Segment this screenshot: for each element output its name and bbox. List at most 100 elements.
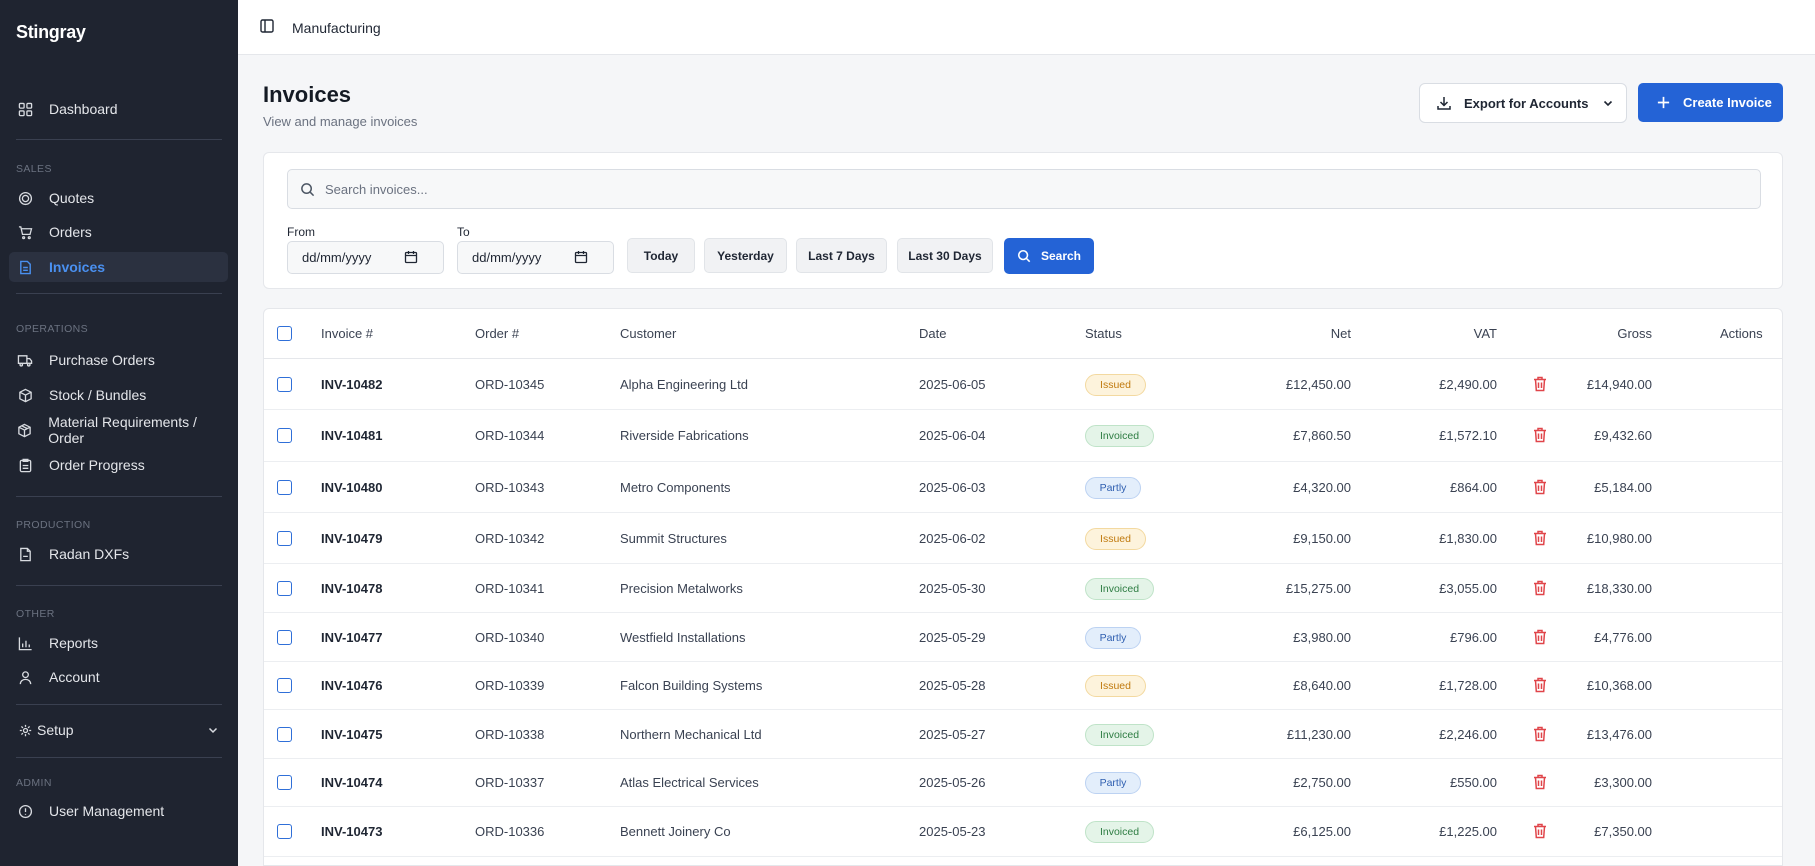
trash-icon[interactable] [1533,427,1547,448]
row-checkbox[interactable] [277,678,292,693]
trash-icon[interactable] [1533,580,1547,601]
sidebar-item-quotes[interactable]: Quotes [9,183,228,213]
column-header-net[interactable]: Net [1330,326,1351,341]
sidebar-item-stock-bundles[interactable]: Stock / Bundles [9,380,228,410]
select-all-checkbox[interactable] [277,326,292,341]
column-header-customer[interactable]: Customer [620,326,677,341]
sidebar-item-purchase-orders[interactable]: Purchase Orders [9,345,228,375]
trash-icon[interactable] [1533,479,1547,500]
gross-amount: £13,476.00 [1586,727,1652,742]
divider [16,496,222,497]
last-7-days-button[interactable]: Last 7 Days [796,238,887,273]
gross-amount: £10,980.00 [1586,531,1652,546]
order-number: ORD-10340 [475,630,545,645]
table-row[interactable]: INV-10478 ORD-10341 Precision Metalworks 20… [264,564,1782,613]
sidebar-item-invoices[interactable]: Invoices [9,252,228,282]
export-for-accounts-button[interactable]: Export for Accounts [1419,83,1627,123]
search-input[interactable]: Search invoices... [287,169,1761,209]
trash-icon[interactable] [1533,376,1547,397]
sidebar-item-orders[interactable]: Orders [9,217,228,247]
table-row[interactable]: INV-10476 ORD-10339 Falcon Building System… [264,662,1782,710]
invoice-number[interactable]: INV-10475 [321,727,383,742]
sidebar-item-dashboard[interactable]: Dashboard [9,94,228,124]
invoice-number[interactable]: INV-10476 [321,678,383,693]
customer-name: Alpha Engineering Ltd [620,377,748,392]
last-30-days-button[interactable]: Last 30 Days [897,238,993,273]
vat-amount: £796.00 [1450,630,1497,645]
column-header-vat[interactable]: VAT [1473,326,1497,341]
invoice-number[interactable]: INV-10480 [321,480,383,495]
order-number: ORD-10337 [475,775,545,790]
table-header: Invoice # Order # Customer Date Status N… [264,309,1782,359]
trash-icon[interactable] [1533,530,1547,551]
invoice-number[interactable]: INV-10477 [321,630,383,645]
invoice-date: 2025-05-30 [919,581,986,596]
vat-amount: £2,490.00 [1439,377,1497,392]
column-header-status[interactable]: Status [1085,326,1122,341]
user-icon [17,669,33,685]
column-header-date[interactable]: Date [919,326,947,341]
net-amount: £8,640.00 [1293,678,1351,693]
row-checkbox[interactable] [277,531,292,546]
trash-icon[interactable] [1533,774,1547,795]
column-header-invoice[interactable]: Invoice # [321,326,374,341]
sidebar-item-order-progress[interactable]: Order Progress [9,450,228,480]
create-invoice-button[interactable]: Create Invoice [1638,83,1783,122]
row-checkbox[interactable] [277,775,292,790]
table-row[interactable]: INV-10474 ORD-10337 Atlas Electrical Servi… [264,759,1782,807]
table-row[interactable]: INV-10475 ORD-10338 Northern Mechanical Lt… [264,710,1782,759]
invoice-number[interactable]: INV-10479 [321,531,383,546]
table-row[interactable]: INV-10480 ORD-10343 Metro Components 2025-0… [264,462,1782,513]
row-checkbox[interactable] [277,824,292,839]
invoice-number[interactable]: INV-10473 [321,824,383,839]
sidebar-item-radan-dxfs[interactable]: Radan DXFs [9,539,228,569]
divider [16,293,222,294]
table-row[interactable]: INV-10481 ORD-10344 Riverside Fabrications… [264,410,1782,462]
breadcrumb[interactable]: Manufacturing [292,20,381,36]
sidebar-item-account[interactable]: Account [9,662,228,692]
row-checkbox[interactable] [277,428,292,443]
invoice-number[interactable]: INV-10478 [321,581,383,596]
from-date-input[interactable]: dd/mm/yyyy [287,241,444,274]
sidebar-item-reports[interactable]: Reports [9,628,228,658]
table-row[interactable]: INV-10473 ORD-10336 Bennett Joinery Co 2025… [264,807,1782,857]
calendar-icon[interactable] [574,250,588,267]
column-header-gross[interactable]: Gross [1617,326,1652,341]
row-checkbox[interactable] [277,480,292,495]
trash-icon[interactable] [1533,629,1547,650]
invoice-number[interactable]: INV-10474 [321,775,383,790]
to-date-input[interactable]: dd/mm/yyyy [457,241,614,274]
table-row[interactable]: INV-10477 ORD-10340 Westfield Installation… [264,613,1782,662]
invoice-date: 2025-05-26 [919,775,986,790]
search-placeholder: Search invoices... [325,181,428,197]
sidebar-item-setup[interactable]: Setup [9,715,228,745]
sidebar-item-user-management[interactable]: User Management [9,796,228,826]
today-button[interactable]: Today [627,238,695,273]
invoice-number[interactable]: INV-10481 [321,428,383,443]
trash-icon[interactable] [1533,726,1547,747]
column-header-order[interactable]: Order # [475,326,520,341]
trash-icon[interactable] [1533,677,1547,698]
sidebar-item-material-requirements[interactable]: Material Requirements / Order [9,414,228,446]
customer-name: Westfield Installations [620,630,746,645]
table-row[interactable]: INV-10479 ORD-10342 Summit Structures 2025-… [264,513,1782,564]
table-row[interactable]: INV-10482 ORD-10345 Alpha Engineering Ltd 2… [264,359,1782,410]
sidebar-item-label: Invoices [49,259,106,275]
brand-logo[interactable]: Stingray [16,22,86,42]
sidebar-toggle-icon[interactable] [260,19,274,38]
row-checkbox[interactable] [277,727,292,742]
row-checkbox[interactable] [277,581,292,596]
file-icon [17,546,33,562]
row-checkbox[interactable] [277,377,292,392]
invoice-number[interactable]: INV-10482 [321,377,383,392]
yesterday-button[interactable]: Yesterday [704,238,787,273]
invoices-table: Invoice # Order # Customer Date Status N… [263,308,1783,866]
net-amount: £6,125.00 [1293,824,1351,839]
chevron-down-icon [1602,97,1614,109]
row-checkbox[interactable] [277,630,292,645]
calendar-icon[interactable] [404,250,418,267]
trash-icon[interactable] [1533,823,1547,844]
customer-name: Summit Structures [620,531,727,546]
status-badge: Invoiced [1085,821,1154,843]
search-button[interactable]: Search [1004,238,1094,274]
